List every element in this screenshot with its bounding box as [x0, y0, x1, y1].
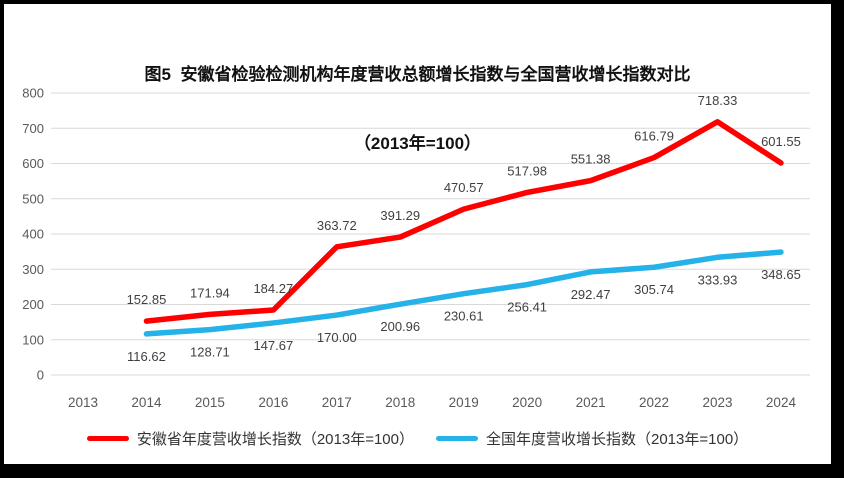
- series-line-1: [143, 249, 784, 337]
- data-label: 184.27: [253, 281, 293, 296]
- chart-title: 图5 安徽省检验检测机构年度营收总额增长指数与全国营收增长指数对比 （2013年…: [4, 17, 831, 201]
- data-label: 470.57: [444, 180, 484, 195]
- chart-canvas: 图5 安徽省检验检测机构年度营收总额增长指数与全国营收增长指数对比 （2013年…: [4, 4, 831, 464]
- data-label: 616.79: [634, 129, 674, 144]
- data-label: 171.94: [190, 285, 230, 300]
- x-tick-label: 2020: [512, 395, 542, 410]
- legend-item-national: 全国年度营收增长指数（2013年=100）: [436, 428, 748, 449]
- data-label: 517.98: [507, 163, 547, 178]
- chart-title-line1: 图5 安徽省检验检测机构年度营收总额增长指数与全国营收增长指数对比: [144, 65, 691, 84]
- data-label: 152.85: [127, 292, 167, 307]
- y-tick-label: 600: [22, 156, 44, 171]
- data-label: 128.71: [190, 345, 230, 360]
- x-tick-label: 2019: [449, 395, 479, 410]
- data-label: 305.74: [634, 282, 674, 297]
- data-label: 200.96: [380, 319, 420, 334]
- data-label: 348.65: [761, 267, 801, 282]
- data-label: 601.55: [761, 134, 801, 149]
- y-tick-label: 800: [22, 86, 44, 101]
- y-tick-label: 0: [37, 368, 44, 383]
- x-tick-label: 2017: [322, 395, 352, 410]
- chart-title-line2: （2013年=100）: [353, 134, 482, 153]
- data-label: 147.67: [253, 338, 293, 353]
- data-label: 170.00: [317, 330, 357, 345]
- y-tick-label: 700: [22, 121, 44, 136]
- y-tick-label: 500: [22, 191, 44, 206]
- data-label: 391.29: [380, 208, 420, 223]
- x-tick-label: 2023: [702, 395, 732, 410]
- x-tick-label: 2018: [385, 395, 415, 410]
- legend-label-national: 全国年度营收增长指数（2013年=100）: [486, 431, 749, 448]
- x-tick-label: 2013: [68, 395, 98, 410]
- x-tick-label: 2024: [766, 395, 797, 410]
- x-tick-label: 2022: [639, 395, 669, 410]
- x-tick-label: 2015: [195, 395, 225, 410]
- data-label: 551.38: [571, 152, 611, 167]
- legend-label-anhui: 安徽省年度营收增长指数（2013年=100）: [136, 431, 414, 448]
- y-tick-label: 400: [22, 227, 44, 242]
- data-label: 230.61: [444, 309, 484, 324]
- data-label: 256.41: [507, 300, 547, 315]
- data-label: 292.47: [571, 287, 611, 302]
- x-tick-label: 2014: [131, 395, 162, 410]
- y-tick-label: 100: [22, 332, 44, 347]
- y-tick-label: 200: [22, 297, 44, 312]
- data-label: 116.62: [127, 349, 166, 364]
- legend-marker-anhui-line: [86, 436, 129, 441]
- data-label: 363.72: [317, 218, 357, 233]
- y-tick-label: 300: [22, 262, 44, 277]
- legend-marker-national-line: [436, 436, 478, 441]
- x-tick-label: 2021: [576, 395, 606, 410]
- series-line-0: [143, 119, 784, 324]
- legend-item-anhui: 安徽省年度营收增长指数（2013年=100）: [86, 428, 414, 449]
- data-label: 333.93: [698, 272, 738, 287]
- chart-plot-area: 0 100 200 300 400 500 600 700 800 2013 2014 2015 201…: [22, 86, 810, 410]
- data-label: 718.33: [698, 93, 738, 108]
- x-tick-label: 2016: [258, 395, 288, 410]
- chart-legend: 安徽省年度营收增长指数（2013年=100） 全国年度营收增长指数（2013年=…: [4, 428, 831, 449]
